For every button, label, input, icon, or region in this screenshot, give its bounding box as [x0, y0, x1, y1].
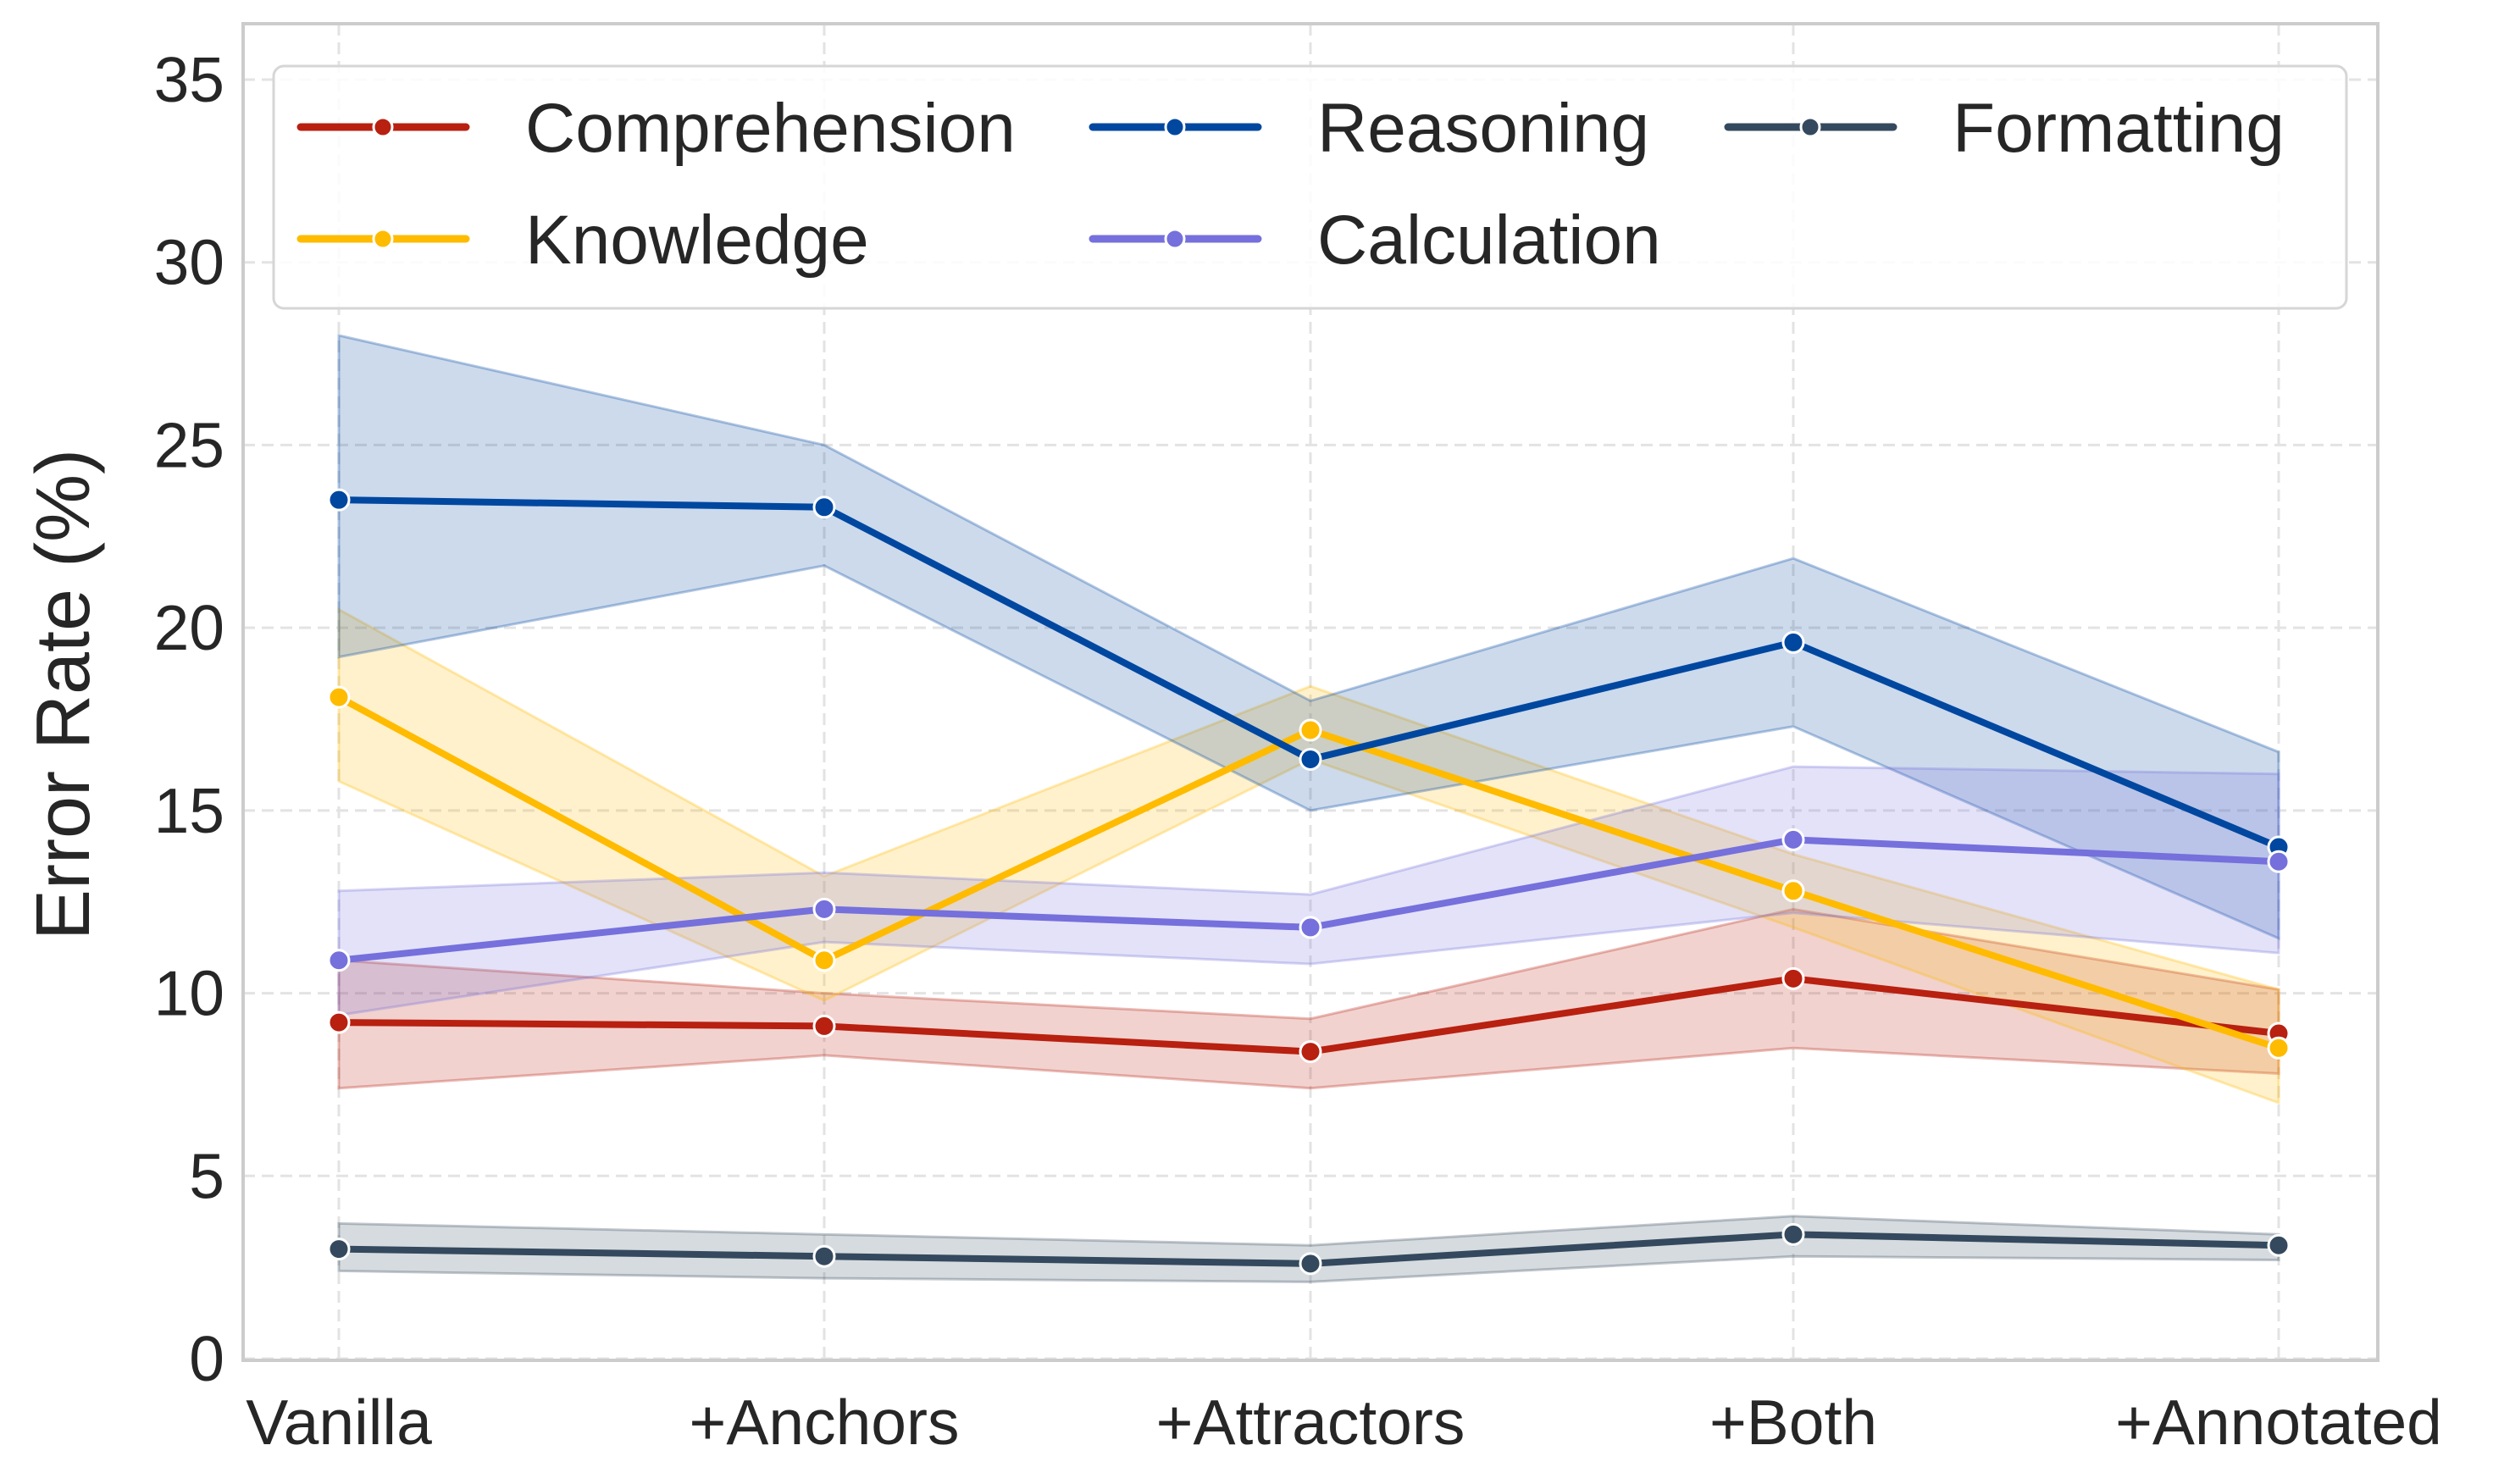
legend-label: Comprehension [525, 90, 1016, 167]
point-calculation [327, 949, 351, 972]
point-comprehension [1781, 966, 1805, 990]
legend-marker [372, 116, 394, 138]
point-knowledge [2267, 1036, 2291, 1060]
y-tick-labels: 0 5 10 15 20 25 30 35 [154, 44, 224, 1394]
legend-label: Formatting [1953, 90, 2285, 167]
legend-item-knowledge: Knowledge [296, 202, 869, 279]
band-reasoning [337, 334, 2280, 941]
series-lines [327, 488, 2291, 1276]
y-tick-label: 25 [154, 409, 224, 480]
x-tick-labels: Vanilla +Anchors +Attractors +Both +Annotate… [246, 1387, 2442, 1458]
point-formatting [812, 1244, 836, 1268]
x-tick-label: +Annotated [2115, 1387, 2442, 1458]
point-reasoning [1781, 630, 1805, 654]
legend-marker [1164, 228, 1186, 250]
y-tick-label: 15 [154, 775, 224, 846]
x-tick-label: Vanilla [246, 1387, 432, 1458]
point-knowledge [1299, 718, 1322, 742]
legend-label: Knowledge [525, 202, 869, 279]
legend-label: Calculation [1317, 202, 1661, 279]
confidence-bands [337, 334, 2280, 1283]
y-tick-label: 0 [189, 1323, 224, 1394]
y-tick-label: 10 [154, 958, 224, 1029]
y-axis-label: Error Rate (%) [21, 449, 106, 940]
x-tick-label: +Both [1709, 1387, 1877, 1458]
point-comprehension [327, 1011, 351, 1034]
point-comprehension [1299, 1040, 1322, 1064]
band-comprehension [337, 907, 2280, 1090]
point-reasoning [1299, 747, 1322, 771]
point-calculation [812, 897, 836, 921]
point-reasoning [327, 488, 351, 512]
point-formatting [1781, 1222, 1805, 1246]
legend-item-formatting: Formatting [1724, 90, 2285, 167]
point-calculation [1299, 916, 1322, 939]
point-knowledge [812, 949, 836, 972]
point-calculation [1781, 828, 1805, 851]
legend-marker [372, 228, 394, 250]
legend: Comprehension Reasoning Formatting Knowledg… [272, 64, 2348, 310]
legend-label: Reasoning [1317, 90, 1649, 167]
y-tick-label: 20 [154, 592, 224, 663]
x-tick-label: +Anchors [690, 1387, 960, 1458]
y-tick-label: 5 [189, 1140, 224, 1211]
x-tick-label: +Attractors [1156, 1387, 1465, 1458]
point-knowledge [1781, 879, 1805, 903]
point-reasoning [812, 496, 836, 519]
legend-item-comprehension: Comprehension [296, 90, 1016, 167]
legend-marker [1799, 116, 1821, 138]
point-formatting [327, 1238, 351, 1261]
plot-frame [241, 22, 2379, 1362]
point-comprehension [812, 1014, 836, 1038]
legend-item-reasoning: Reasoning [1089, 90, 1649, 167]
point-formatting [1299, 1252, 1322, 1276]
point-knowledge [327, 685, 351, 709]
y-tick-label: 35 [154, 44, 224, 115]
y-tick-label: 30 [154, 227, 224, 298]
legend-marker [1164, 116, 1186, 138]
point-formatting [2267, 1233, 2291, 1257]
legend-item-calculation: Calculation [1089, 202, 1661, 279]
point-calculation [2267, 850, 2291, 873]
